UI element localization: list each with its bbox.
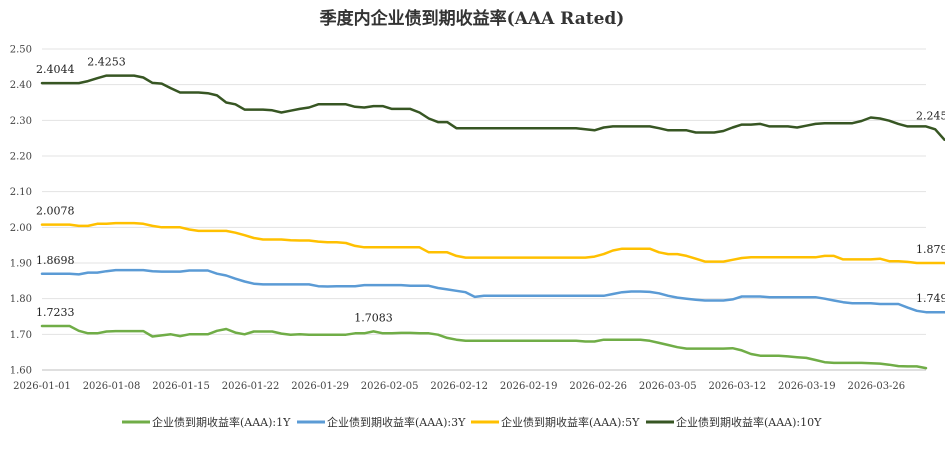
x-tick-label: 2026-02-19 xyxy=(500,381,558,392)
y-tick-label: 2.00 xyxy=(10,223,32,234)
legend-label: 企业债到期收益率(AAA):10Y xyxy=(676,415,822,429)
data-label: 1.7490 xyxy=(916,292,945,305)
data-labels: 1.7233 1.7083 1.6052 1.8698 1.7490 2.0078 1.87… xyxy=(36,0,945,324)
legend-item-4[interactable]: 企业债到期收益率(AAA):10Y xyxy=(646,415,822,429)
chart-title: 季度内企业债到期收益率(AAA Rated) xyxy=(320,8,625,29)
y-tick-label: 1.90 xyxy=(10,259,32,270)
series-line-3 xyxy=(40,221,945,265)
grid xyxy=(42,48,926,371)
x-tick-label: 2026-01-22 xyxy=(222,381,280,392)
data-label: 1.6052 xyxy=(916,0,945,3)
x-tick-label: 2026-01-08 xyxy=(83,381,141,392)
series-line-1 xyxy=(40,324,928,370)
data-label: 1.7083 xyxy=(354,311,393,324)
legend-item-1[interactable]: 企业债到期收益率(AAA):1Y xyxy=(122,415,291,429)
x-tick-label: 2026-03-26 xyxy=(848,381,906,392)
x-tick-label: 2026-03-05 xyxy=(639,381,697,392)
legend[interactable]: 企业债到期收益率(AAA):1Y 企业债到期收益率(AAA):3Y 企业债到期收益率… xyxy=(122,415,822,429)
x-tick-label: 2026-01-29 xyxy=(291,381,349,392)
x-tick-label: 2026-02-12 xyxy=(430,381,488,392)
y-tick-label: 2.30 xyxy=(10,116,32,127)
data-label: 2.4253 xyxy=(87,56,126,69)
x-tick-label: 2026-01-01 xyxy=(13,381,71,392)
x-tick-label: 2026-02-05 xyxy=(361,381,419,392)
x-tick-label: 2026-01-15 xyxy=(152,381,210,392)
y-tick-label: 2.40 xyxy=(10,80,32,91)
series-line-2 xyxy=(40,268,945,314)
y-tick-label: 2.10 xyxy=(10,187,32,198)
legend-label: 企业债到期收益率(AAA):1Y xyxy=(152,415,291,429)
x-tick-label: 2026-02-26 xyxy=(569,381,627,392)
data-label: 2.0078 xyxy=(36,205,75,218)
data-label: 2.4044 xyxy=(36,63,75,76)
series-line-4 xyxy=(40,74,945,141)
x-tick-label: 2026-03-12 xyxy=(708,381,766,392)
legend-item-3[interactable]: 企业债到期收益率(AAA):5Y xyxy=(471,415,640,429)
x-axis: 2026-01-01 2026-01-08 2026-01-15 2026-01-22… xyxy=(13,381,905,392)
data-label: 2.2458 xyxy=(916,109,945,122)
data-label: 1.8698 xyxy=(36,254,75,267)
legend-label: 企业债到期收益率(AAA):3Y xyxy=(327,415,466,429)
y-tick-label: 1.70 xyxy=(10,330,32,341)
series-lines xyxy=(40,74,945,370)
legend-label: 企业债到期收益率(AAA):5Y xyxy=(501,415,640,429)
y-tick-label: 1.60 xyxy=(10,366,32,377)
y-tick-label: 2.50 xyxy=(10,45,32,56)
data-label: 1.7233 xyxy=(36,306,75,319)
y-tick-label: 2.20 xyxy=(10,152,32,163)
legend-item-2[interactable]: 企业债到期收益率(AAA):3Y xyxy=(297,415,466,429)
y-tick-label: 1.80 xyxy=(10,294,32,305)
y-axis-ticks: 1.60 1.70 1.80 1.90 2.00 2.10 2.20 2.30 2.40 2.50 xyxy=(10,45,32,377)
x-tick-label: 2026-03-19 xyxy=(778,381,836,392)
